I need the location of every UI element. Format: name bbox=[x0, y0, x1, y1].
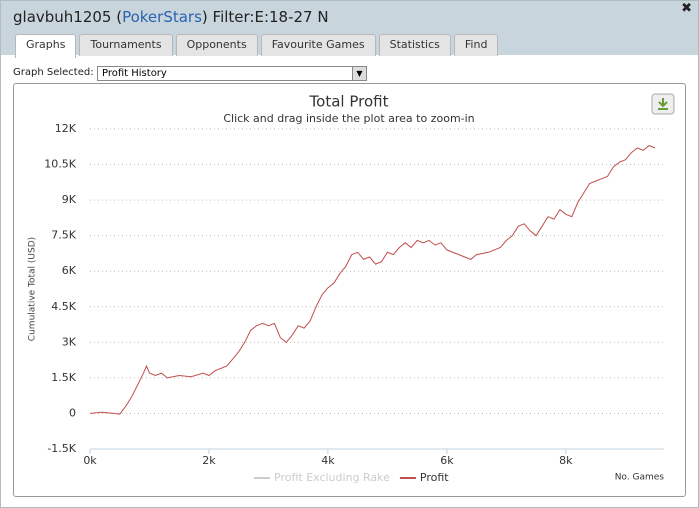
profit-line bbox=[89, 145, 656, 415]
y-tick-label: 1.5K bbox=[51, 371, 76, 384]
tabs: Graphs Tournaments Opponents Favourite Game… bbox=[15, 34, 499, 58]
y-tick-label: 7.5K bbox=[51, 229, 76, 242]
y-tick-label: 0 bbox=[69, 406, 76, 419]
tab[interactable]: Graphs bbox=[15, 34, 77, 58]
x-axis-label: No. Games bbox=[615, 473, 665, 483]
site-link[interactable]: PokerStars bbox=[122, 8, 202, 26]
dropdown-value: Profit History bbox=[102, 68, 167, 79]
legend-entry[interactable]: Profit bbox=[420, 471, 449, 484]
x-tick-label: 8k bbox=[559, 454, 573, 467]
y-tick-label: 9K bbox=[62, 193, 77, 206]
chart-subtitle: Click and drag inside the plot area to z… bbox=[223, 112, 474, 125]
tab[interactable]: Opponents bbox=[175, 34, 258, 56]
chart-title: Total Profit bbox=[309, 93, 389, 111]
y-tick-label: 4.5K bbox=[51, 300, 76, 313]
legend-entry[interactable]: Profit Excluding Rake bbox=[274, 471, 390, 484]
y-tick-label: 3K bbox=[62, 335, 77, 348]
tab[interactable]: Favourite Games bbox=[260, 34, 376, 56]
header-text: ) Filter:E:18-27 N bbox=[201, 8, 329, 26]
x-tick-label: 2k bbox=[202, 454, 216, 467]
x-tick-label: 6k bbox=[440, 454, 454, 467]
chart-panel: Total Profit Click and drag inside the pl… bbox=[13, 83, 686, 497]
y-tick-label: -1.5K bbox=[47, 442, 76, 455]
close-button[interactable]: ✖ bbox=[681, 1, 692, 16]
tab[interactable]: Statistics bbox=[378, 34, 451, 56]
header-text: glavbuh1205 ( bbox=[13, 8, 123, 26]
y-tick-label: 10.5K bbox=[44, 158, 76, 171]
graph-dropdown[interactable]: Profit History ▼ bbox=[97, 66, 367, 81]
y-tick-label: 12K bbox=[55, 122, 77, 135]
dropdown-arrow[interactable]: ▼ bbox=[352, 67, 366, 80]
tab[interactable]: Tournaments bbox=[79, 34, 173, 56]
title-bar: glavbuh1205 (PokerStars) Filter:E:18-27 … bbox=[1, 1, 698, 58]
x-tick-label: 0k bbox=[83, 454, 97, 467]
y-tick-label: 6K bbox=[62, 264, 77, 277]
tab[interactable]: Find bbox=[453, 34, 499, 56]
graph-label: Graph Selected: bbox=[13, 67, 94, 78]
header: glavbuh1205 (PokerStars) Filter:E:18-27 … bbox=[13, 8, 329, 26]
x-tick-label: 4k bbox=[321, 454, 335, 467]
download-icon bbox=[658, 98, 668, 110]
y-axis-label: Cumulative Total (USD) bbox=[28, 237, 38, 341]
